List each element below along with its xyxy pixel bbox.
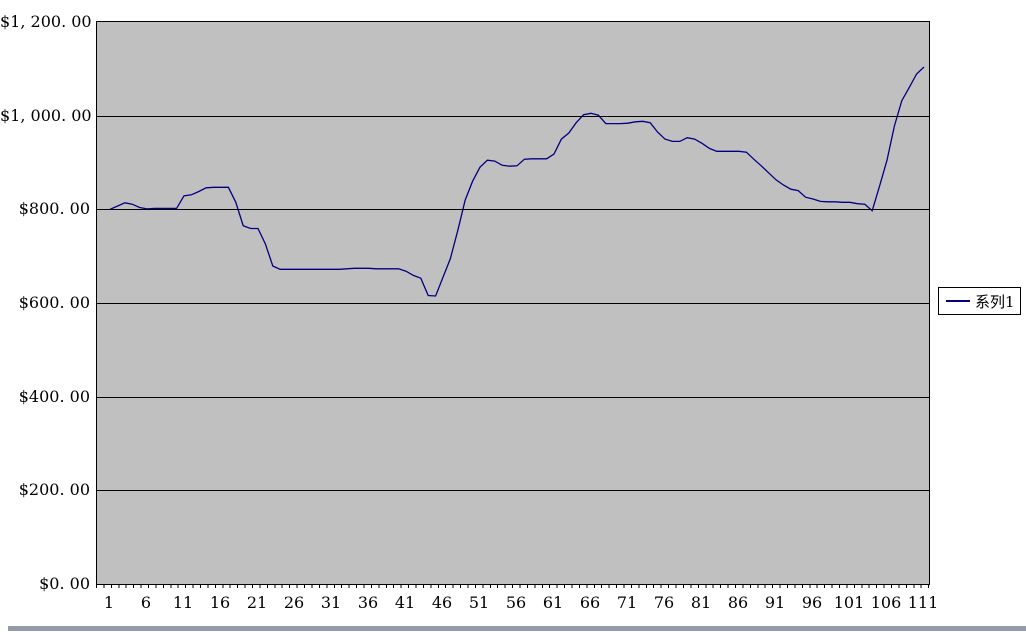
gridline-200 <box>97 490 929 491</box>
x-axis-label: 56 <box>505 593 527 612</box>
gridline-600 <box>97 303 929 304</box>
x-axis-label: 101 <box>833 593 865 612</box>
x-axis-label: 81 <box>690 593 712 612</box>
x-axis-tick-strip <box>96 584 930 588</box>
x-axis-label: 91 <box>764 593 786 612</box>
series-line <box>109 66 925 297</box>
x-axis-label: 51 <box>468 593 490 612</box>
x-axis-label: 76 <box>653 593 675 612</box>
x-axis-label: 31 <box>320 593 342 612</box>
x-axis-label: 36 <box>357 593 379 612</box>
x-axis-label: 1 <box>103 593 115 612</box>
window-edge-strip <box>8 626 1026 631</box>
x-axis-label: 41 <box>394 593 416 612</box>
x-axis-label: 6 <box>140 593 152 612</box>
legend-line-sample-icon <box>946 300 970 302</box>
x-axis-label: 26 <box>283 593 305 612</box>
y-axis-label: $1, 200. 00 <box>0 12 92 31</box>
x-axis-label: 111 <box>907 593 939 612</box>
plot-area[interactable] <box>96 21 930 585</box>
gridline-800 <box>97 209 929 210</box>
x-axis-label: 21 <box>246 593 268 612</box>
y-axis-label: $200. 00 <box>18 480 90 499</box>
x-axis-label: 11 <box>172 593 194 612</box>
y-axis-label: $0. 00 <box>39 574 90 593</box>
x-axis-label: 46 <box>431 593 453 612</box>
x-axis-label: 96 <box>801 593 823 612</box>
y-axis-label: $600. 00 <box>18 293 90 312</box>
y-axis-label: $800. 00 <box>18 199 90 218</box>
x-axis-label: 66 <box>579 593 601 612</box>
series-line-svg <box>109 66 925 297</box>
x-axis-label: 71 <box>616 593 638 612</box>
x-axis-label: 106 <box>870 593 902 612</box>
legend-series-label: 系列1 <box>975 292 1015 311</box>
y-axis-label: $1, 000. 00 <box>0 106 92 125</box>
x-axis-label: 16 <box>209 593 231 612</box>
gridline-1000 <box>97 116 929 117</box>
legend[interactable]: 系列1 <box>938 287 1021 315</box>
gridline-400 <box>97 397 929 398</box>
y-axis-label: $400. 00 <box>18 387 90 406</box>
x-axis-label: 86 <box>727 593 749 612</box>
x-axis-label: 61 <box>542 593 564 612</box>
